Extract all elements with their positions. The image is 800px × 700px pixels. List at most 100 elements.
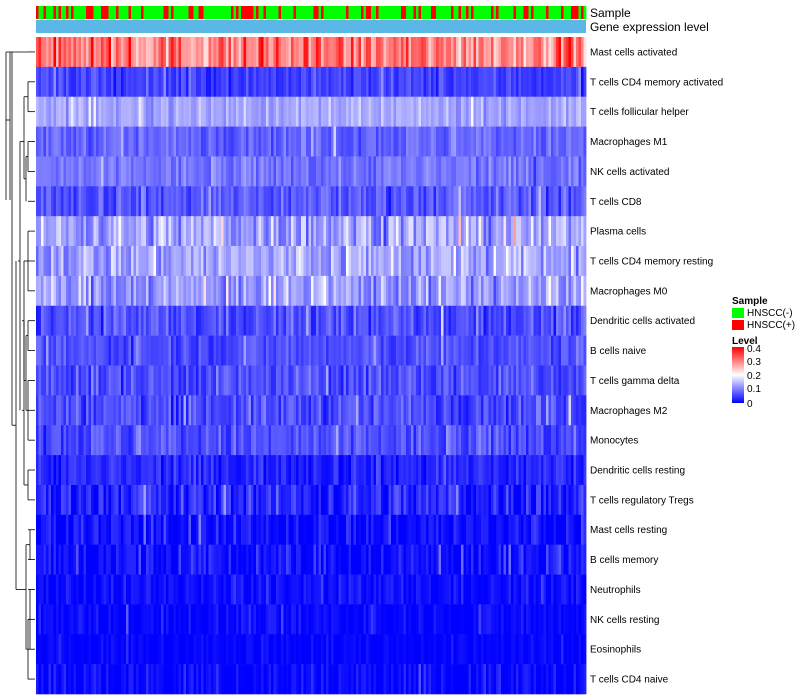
- heatmap-cell: [351, 604, 354, 635]
- heatmap-cell: [228, 216, 232, 247]
- heatmap-cell: [281, 335, 284, 366]
- heatmap-cell: [186, 514, 189, 545]
- heatmap-cell: [151, 634, 154, 665]
- heatmap-cell: [436, 246, 439, 277]
- heatmap-cell: [201, 275, 204, 307]
- heatmap-cell: [243, 126, 247, 157]
- heatmap-cell: [156, 604, 159, 635]
- heatmap-cell: [428, 604, 432, 635]
- heatmap-cell: [48, 216, 52, 247]
- heatmap-cell: [271, 544, 274, 575]
- heatmap-cell: [296, 574, 299, 605]
- heatmap-cell: [373, 604, 377, 635]
- heatmap-cell: [181, 66, 184, 98]
- heatmap-cell: [476, 246, 479, 277]
- heatmap-cell: [258, 66, 262, 98]
- heatmap-cell: [531, 604, 534, 635]
- heatmap-cell: [256, 395, 259, 426]
- heatmap-cell: [476, 156, 479, 187]
- heatmap-cell: [423, 216, 427, 247]
- sample-annotation-cell: [493, 6, 497, 19]
- heatmap-cell: [188, 544, 192, 575]
- heatmap-cell: [216, 335, 219, 366]
- heatmap-cell: [576, 126, 579, 157]
- heatmap-cell: [311, 604, 314, 635]
- heatmap-cell: [441, 275, 444, 307]
- sample-annotation-cell: [146, 6, 149, 19]
- heatmap-cell: [103, 395, 107, 426]
- heatmap-cell: [403, 156, 407, 187]
- heatmap-cell: [106, 335, 109, 366]
- heatmap-cell: [426, 365, 429, 396]
- heatmap-cell: [378, 37, 382, 68]
- heatmap-cell: [468, 395, 472, 426]
- heatmap-cell: [303, 246, 307, 277]
- heatmap-cell: [396, 484, 399, 516]
- heatmap-cell: [458, 395, 462, 426]
- heatmap-cell: [416, 455, 419, 486]
- heatmap-cell: [331, 484, 334, 516]
- heatmap-cell: [403, 455, 407, 486]
- heatmap-cell: [316, 574, 319, 605]
- heatmap-cell: [488, 156, 492, 187]
- heatmap-cell: [503, 275, 507, 307]
- sample-annotation-cell: [361, 6, 364, 19]
- heatmap-cell: [241, 664, 244, 695]
- heatmap-cell: [488, 604, 492, 635]
- heatmap-cell: [106, 246, 109, 277]
- heatmap-cell: [256, 156, 259, 187]
- heatmap-cell: [111, 66, 114, 98]
- heatmap-cell: [188, 156, 192, 187]
- heatmap-cell: [53, 156, 57, 187]
- heatmap-cell: [531, 484, 534, 516]
- heatmap-cell: [381, 425, 384, 456]
- heatmap-cell: [136, 126, 139, 157]
- heatmap-cell: [261, 634, 264, 665]
- heatmap-cell: [223, 66, 227, 98]
- heatmap-cell: [166, 664, 169, 695]
- heatmap-cell: [166, 604, 169, 635]
- heatmap-cell: [493, 514, 497, 545]
- heatmap-cell: [56, 604, 59, 635]
- heatmap-cell: [81, 126, 84, 157]
- heatmap-cell: [378, 395, 382, 426]
- heatmap-cell: [98, 634, 102, 665]
- heatmap-cell: [268, 425, 272, 456]
- heatmap-cell: [286, 156, 289, 187]
- heatmap-cell: [143, 216, 147, 247]
- sample-annotation-cell: [276, 6, 279, 19]
- heatmap-cell: [196, 96, 199, 127]
- heatmap-cell: [428, 574, 432, 605]
- heatmap-cell: [576, 275, 579, 307]
- heatmap-cell: [113, 604, 117, 635]
- heatmap-cell: [153, 574, 157, 605]
- heatmap-cell: [571, 365, 574, 396]
- heatmap-cell: [358, 156, 362, 187]
- heatmap-cell: [538, 96, 542, 127]
- heatmap-cell: [503, 484, 507, 516]
- heatmap-cell: [236, 66, 239, 98]
- heatmap-cell: [148, 66, 152, 98]
- heatmap-cell: [408, 604, 412, 635]
- heatmap-cell: [436, 96, 439, 127]
- sample-annotation-cell: [508, 6, 512, 19]
- heatmap-cell: [401, 37, 404, 68]
- heatmap-cell: [581, 335, 584, 366]
- heatmap-cell: [78, 305, 82, 336]
- heatmap-cell: [58, 455, 62, 486]
- heatmap-cell: [278, 335, 282, 366]
- heatmap-cell: [138, 37, 142, 68]
- heatmap-cell: [328, 365, 332, 396]
- heatmap-cell: [283, 634, 287, 665]
- heatmap-cell: [241, 335, 244, 366]
- heatmap-cell: [73, 335, 77, 366]
- heatmap-cell: [118, 634, 122, 665]
- heatmap-cell: [266, 425, 269, 456]
- heatmap-cell: [548, 335, 552, 366]
- heatmap-cell: [551, 634, 554, 665]
- heatmap-cell: [93, 365, 97, 396]
- heatmap-cell: [508, 425, 512, 456]
- heatmap-cell: [136, 634, 139, 665]
- heatmap-cell: [123, 246, 127, 277]
- heatmap-cell: [118, 544, 122, 575]
